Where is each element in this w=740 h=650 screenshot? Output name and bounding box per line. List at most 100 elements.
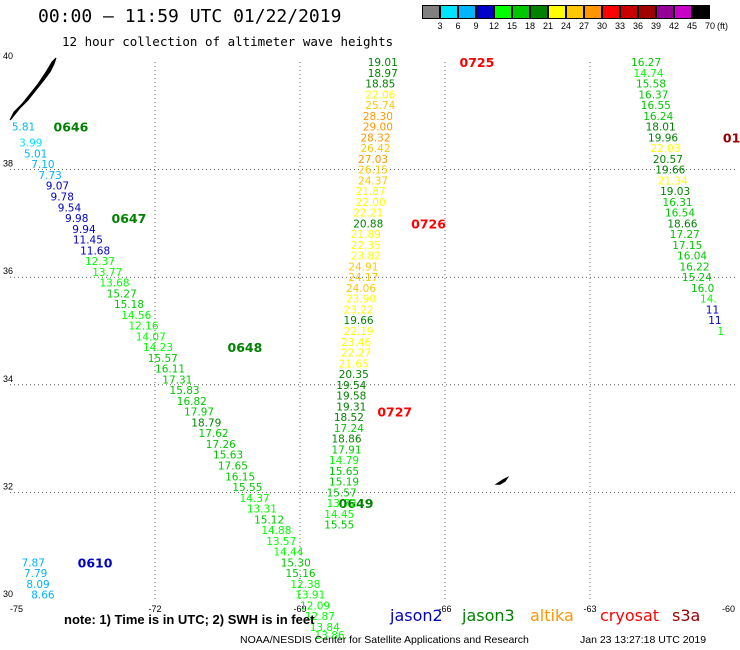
wave-height-value: 13.77 bbox=[92, 267, 122, 279]
colorbar-swatch bbox=[530, 5, 548, 19]
wave-height-value: 20.57 bbox=[653, 154, 683, 166]
wave-height-value: 13.91 bbox=[295, 590, 325, 602]
colorbar-swatch bbox=[620, 5, 638, 19]
wave-height-value: 11.45 bbox=[73, 235, 103, 247]
wave-height-value: 5.01 bbox=[24, 148, 47, 160]
colorbar-label: 70 bbox=[704, 21, 715, 31]
wave-height-value: 16.55 bbox=[641, 100, 671, 112]
wave-height-value: 19.58 bbox=[336, 391, 366, 403]
lon-tick-label: -66 bbox=[438, 604, 451, 614]
wave-height-value: 14.23 bbox=[143, 342, 173, 354]
pass-time-label: 0649 bbox=[339, 496, 374, 511]
colorbar-label: 6 bbox=[455, 21, 461, 31]
wave-height-value: 5.81 bbox=[12, 122, 35, 134]
lat-tick-label: 36 bbox=[3, 266, 13, 276]
wave-height-value: 9.07 bbox=[46, 181, 69, 193]
wave-height-value: 3.99 bbox=[19, 138, 42, 150]
wave-height-value: 15.58 bbox=[636, 79, 666, 91]
colorbar-swatch bbox=[674, 5, 692, 19]
wave-height-value: 18.86 bbox=[331, 434, 361, 446]
colorbar-label: 15 bbox=[506, 21, 517, 31]
colorbar-unit: (ft) bbox=[717, 21, 728, 31]
wave-height-value: 26.42 bbox=[360, 143, 390, 155]
wave-height-value: 19.96 bbox=[648, 132, 678, 144]
wave-height-value: 15.65 bbox=[329, 466, 359, 478]
wave-height-value: 16.04 bbox=[677, 251, 707, 263]
wave-height-value: 8.09 bbox=[26, 579, 49, 591]
wave-height-value: 23.82 bbox=[351, 251, 381, 263]
wave-height-value: 7.73 bbox=[38, 170, 61, 182]
wave-height-value: 13.86 bbox=[315, 630, 345, 642]
wave-height-value: 22.00 bbox=[356, 197, 386, 209]
wave-height-value: 14.56 bbox=[121, 310, 151, 322]
wave-height-value: 16.27 bbox=[631, 57, 661, 69]
wave-height-value: 11 bbox=[708, 315, 721, 327]
wave-height-value: 24.37 bbox=[358, 175, 388, 187]
lon-tick-label: -63 bbox=[583, 604, 596, 614]
footer-credit: NOAA/NESDIS Center for Satellite Applica… bbox=[240, 634, 529, 646]
wave-height-value: 20.88 bbox=[353, 218, 383, 230]
wave-height-value: 16.15 bbox=[225, 471, 255, 483]
wave-height-value: 17.65 bbox=[218, 461, 248, 473]
wave-height-value: 7.87 bbox=[22, 557, 45, 569]
wave-height-value: 18.66 bbox=[667, 218, 697, 230]
wave-height-value: 16.37 bbox=[638, 89, 668, 101]
wave-height-value: 23.46 bbox=[341, 337, 371, 349]
wave-height-value: 21.65 bbox=[339, 358, 369, 370]
wave-height-value: 12.87 bbox=[305, 611, 335, 623]
colorbar-swatch bbox=[566, 5, 584, 19]
wave-height-value: 27.03 bbox=[358, 154, 388, 166]
wave-height-value: 15.55 bbox=[324, 520, 354, 532]
wave-height-value: 15.55 bbox=[232, 482, 262, 494]
wave-height-value: 22.27 bbox=[341, 348, 371, 360]
wave-height-value: 16.0 bbox=[691, 283, 714, 295]
wave-height-value: 13.72 bbox=[327, 498, 357, 510]
wave-height-value: 22.06 bbox=[365, 89, 395, 101]
lon-tick-label: -72 bbox=[148, 604, 161, 614]
wave-height-value: 13.31 bbox=[247, 504, 277, 516]
lat-tick-label: 30 bbox=[3, 589, 13, 599]
colorbar-label: 36 bbox=[632, 21, 643, 31]
wave-height-value: 16.31 bbox=[663, 197, 693, 209]
wave-height-value: 11 bbox=[706, 304, 719, 316]
colorbar-swatch bbox=[476, 5, 494, 19]
colorbar-swatch bbox=[602, 5, 620, 19]
wave-height-value: 18.52 bbox=[334, 412, 364, 424]
wave-height-value: 22.21 bbox=[353, 208, 383, 220]
colorbar-swatch bbox=[656, 5, 674, 19]
colorbar-label: 21 bbox=[542, 21, 553, 31]
legend-s3a: s3a bbox=[672, 606, 701, 625]
wave-height-value: 29.00 bbox=[363, 122, 393, 134]
legend-jason3: jason3 bbox=[462, 606, 515, 625]
pass-time-label: 0647 bbox=[112, 211, 147, 226]
wave-height-value: 24.06 bbox=[346, 283, 376, 295]
footer-note: note: 1) Time is in UTC; 2) SWH is in fe… bbox=[64, 612, 315, 627]
wave-height-value: 19.66 bbox=[344, 315, 374, 327]
wave-height-value: 14. bbox=[700, 294, 717, 306]
colorbar-label: 45 bbox=[686, 21, 697, 31]
wave-height-value: 17.24 bbox=[334, 423, 364, 435]
wave-height-value: 22.19 bbox=[344, 326, 374, 338]
lat-tick-label: 40 bbox=[3, 51, 13, 61]
wave-height-value: 8.66 bbox=[31, 590, 55, 602]
wave-height-value: 14.74 bbox=[634, 68, 664, 80]
wave-height-value: 16.22 bbox=[679, 261, 709, 273]
wave-height-value: 24.91 bbox=[348, 261, 378, 273]
wave-height-value: 17.97 bbox=[184, 407, 214, 419]
wave-height-value: 15.63 bbox=[213, 450, 243, 462]
wave-height-value: 25.74 bbox=[365, 100, 395, 112]
wave-height-value: 16.54 bbox=[665, 208, 695, 220]
wave-height-value: 26.15 bbox=[358, 165, 388, 177]
lon-tick-label: -69 bbox=[293, 604, 306, 614]
colorbar-swatch bbox=[638, 5, 656, 19]
wave-height-value: 16.11 bbox=[155, 364, 185, 376]
legend-jason2: jason2 bbox=[390, 606, 443, 625]
wave-height-value: 18.97 bbox=[368, 68, 398, 80]
wave-height-value: 14.45 bbox=[324, 509, 354, 521]
wave-height-value: 24.17 bbox=[348, 272, 378, 284]
wave-height-value: 15.30 bbox=[281, 557, 311, 569]
wave-height-value: 21.89 bbox=[351, 229, 381, 241]
wave-height-value: 16.82 bbox=[177, 396, 207, 408]
colorbar-swatch bbox=[440, 5, 458, 19]
